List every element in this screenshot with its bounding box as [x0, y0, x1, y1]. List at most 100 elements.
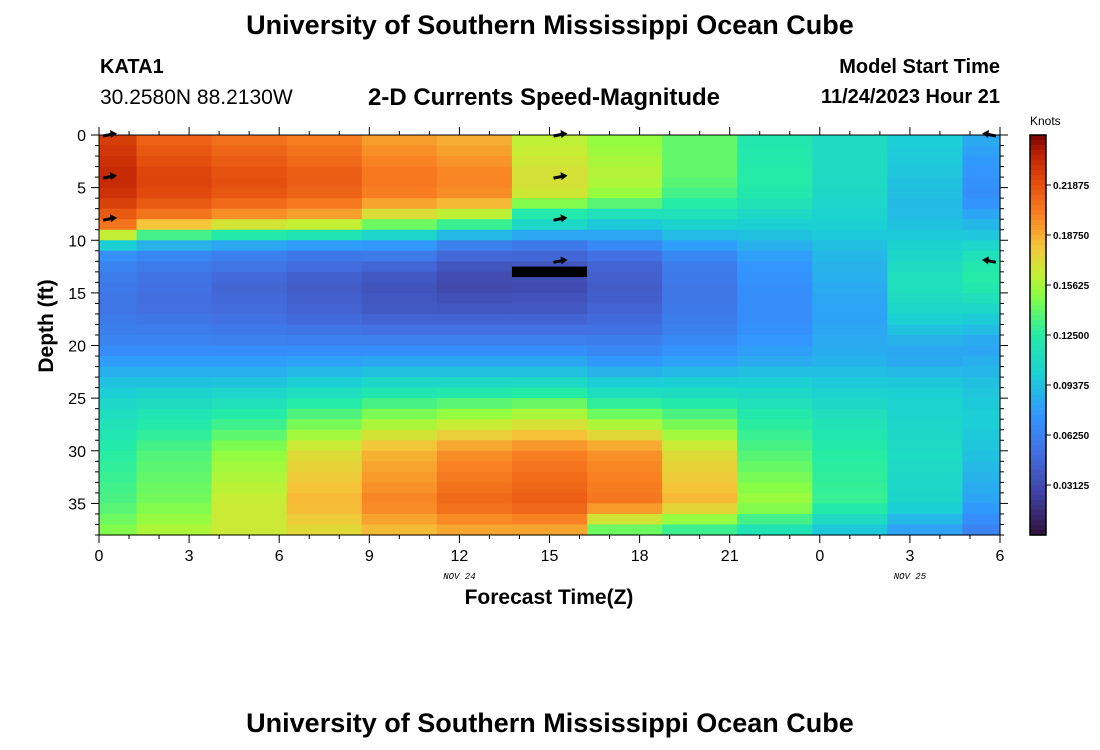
- heatmap-cell: [887, 440, 964, 452]
- heatmap-cell: [511, 513, 588, 526]
- heatmap-cell: [887, 503, 964, 515]
- heatmap-cell: [511, 229, 588, 241]
- heatmap-cell: [887, 145, 964, 157]
- heatmap-cell: [436, 187, 513, 199]
- heatmap-cell: [436, 208, 513, 220]
- heatmap-cell: [436, 135, 513, 147]
- colorbar-swatch: [1030, 295, 1046, 301]
- heatmap-cell: [662, 303, 738, 315]
- heatmap-cell: [136, 461, 213, 473]
- colorbar-swatch: [1030, 210, 1046, 216]
- heatmap-cell: [587, 419, 663, 431]
- heatmap-cell: [361, 292, 438, 305]
- heatmap-cell: [99, 461, 138, 473]
- date-label: NOV 24: [443, 572, 475, 582]
- x-tick-label: 6: [275, 548, 284, 565]
- heatmap-cell: [587, 450, 663, 462]
- heatmap-cell: [511, 271, 588, 283]
- heatmap-cell: [587, 240, 663, 252]
- heatmap-cell: [587, 219, 663, 231]
- heatmap-cell: [962, 250, 1001, 262]
- heatmap-cell: [737, 271, 813, 283]
- colorbar-swatch: [1030, 160, 1046, 166]
- heatmap-cell: [587, 482, 663, 494]
- heatmap-cell: [737, 198, 813, 210]
- heatmap-cell: [511, 324, 588, 336]
- heatmap-cell: [99, 271, 138, 283]
- heatmap-cell: [887, 377, 964, 389]
- heatmap-cell: [887, 219, 964, 231]
- heatmap-cell: [361, 208, 438, 220]
- heatmap-cell: [587, 366, 663, 378]
- colorbar-swatch: [1030, 300, 1046, 306]
- heatmap-cell: [887, 240, 964, 252]
- chart-title: 2-D Currents Speed-Magnitude: [368, 84, 721, 111]
- vector-head: [110, 172, 118, 181]
- heatmap-cell: [962, 166, 1001, 178]
- heatmap-cell: [136, 513, 213, 526]
- heatmap-cell: [511, 208, 588, 220]
- heatmap-cell: [136, 398, 213, 410]
- heatmap-cell: [436, 440, 513, 452]
- heatmap-cell: [136, 198, 213, 210]
- heatmap-cell: [662, 482, 738, 494]
- colorbar-tick-label: 0.06250: [1053, 431, 1090, 442]
- heatmap-cell: [286, 492, 363, 505]
- heatmap-cell: [136, 429, 213, 441]
- heatmap-cell: [136, 219, 213, 231]
- heatmap-cell: [737, 208, 813, 220]
- heatmap-cell: [136, 408, 213, 420]
- heatmap-cell: [812, 461, 888, 473]
- heatmap-cell: [662, 524, 738, 536]
- heatmap-cell: [511, 145, 588, 157]
- colorbar-swatch: [1030, 165, 1046, 171]
- heatmap-cell: [962, 198, 1001, 210]
- heatmap-cell: [361, 408, 438, 420]
- heatmap-cell: [962, 208, 1001, 220]
- x-tick-label: 18: [631, 548, 649, 565]
- heatmap-cell: [361, 198, 438, 210]
- heatmap-cell: [361, 345, 438, 357]
- colorbar-swatch: [1030, 280, 1046, 286]
- heatmap-cell: [662, 271, 738, 283]
- heatmap-cell: [211, 377, 288, 389]
- heatmap-cells: [99, 135, 1001, 536]
- heatmap-cell: [436, 198, 513, 210]
- heatmap-cell: [511, 429, 588, 441]
- heatmap-cell: [286, 271, 363, 283]
- heatmap-cell: [962, 219, 1001, 231]
- heatmap-cell: [511, 187, 588, 199]
- y-tick-label: 15: [68, 286, 86, 303]
- heatmap-cell: [812, 345, 888, 357]
- missing-data-bar: [511, 266, 588, 278]
- heatmap-cell: [136, 303, 213, 315]
- heatmap-cell: [587, 313, 663, 326]
- heatmap-cell: [361, 461, 438, 473]
- heatmap-cell: [962, 313, 1001, 326]
- heatmap-cell: [887, 471, 964, 483]
- heatmap-cell: [99, 198, 138, 210]
- heatmap-cell: [511, 398, 588, 410]
- heatmap-cell: [211, 271, 288, 283]
- heatmap-cell: [662, 208, 738, 220]
- heatmap-cell: [587, 335, 663, 347]
- heatmap-cell: [286, 313, 363, 326]
- heatmap-cell: [587, 166, 663, 178]
- heatmap-cell: [511, 440, 588, 452]
- heatmap-cell: [662, 198, 738, 210]
- heatmap-cell: [662, 492, 738, 505]
- heatmap-cell: [286, 345, 363, 357]
- heatmap-cell: [136, 387, 213, 399]
- heatmap-cell: [211, 219, 288, 231]
- heatmap-cell: [211, 292, 288, 305]
- colorbar-swatch: [1030, 480, 1046, 486]
- heatmap-cell: [962, 461, 1001, 473]
- heatmap-cell: [136, 524, 213, 536]
- colorbar-swatch: [1030, 525, 1046, 531]
- heatmap-cell: [962, 356, 1001, 368]
- heatmap-cell: [436, 398, 513, 410]
- colorbar-swatch: [1030, 155, 1046, 161]
- heatmap-cell: [737, 471, 813, 483]
- heatmap-cell: [211, 471, 288, 483]
- heatmap-cell: [286, 471, 363, 483]
